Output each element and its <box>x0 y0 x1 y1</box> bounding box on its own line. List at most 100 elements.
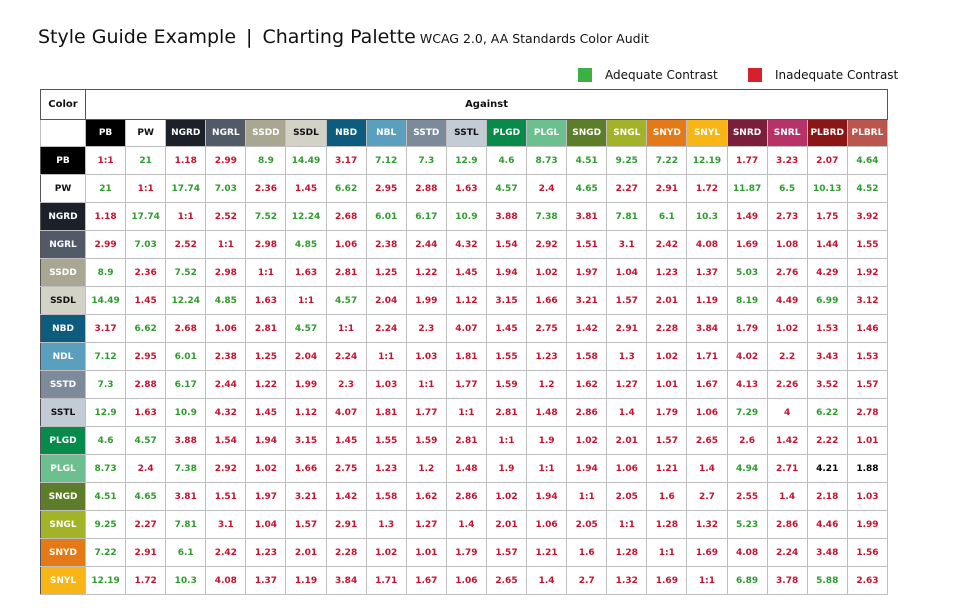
contrast-cell: 5.88 <box>806 566 848 595</box>
contrast-cell: 4.51 <box>566 146 608 175</box>
contrast-cell: 1.03 <box>405 342 447 371</box>
contrast-cell: 4.29 <box>806 258 848 287</box>
contrast-cell: 2.52 <box>165 230 207 259</box>
contrast-cell: 1.48 <box>445 454 487 483</box>
page-title: Style Guide Example | Charting Palette WCAG… <box>38 26 649 48</box>
contrast-cell: 10.3 <box>165 566 207 595</box>
contrast-cell: 2.92 <box>526 230 568 259</box>
contrast-cell: 1.81 <box>445 342 487 371</box>
contrast-cell: 1:1 <box>205 230 247 259</box>
contrast-cell: 1.55 <box>485 342 528 371</box>
contrast-cell: 1.27 <box>405 510 447 539</box>
contrast-cell: 2.91 <box>325 510 367 539</box>
contrast-cell: 1.72 <box>125 566 167 595</box>
contrast-cell: 1.62 <box>566 370 608 399</box>
contrast-cell: 1:1 <box>606 510 648 539</box>
contrast-cell: 2.04 <box>365 286 407 315</box>
contrast-cell: 1.4 <box>445 510 487 539</box>
against-column-header: Against <box>84 89 889 120</box>
contrast-cell: 4.49 <box>766 286 808 315</box>
contrast-cell: 1.69 <box>726 230 768 259</box>
table-row: NGRD 1.18 17.74 1:1 2.52 7.52 12.24 2.68 6.01 6.1… <box>40 202 889 231</box>
contrast-cell: 7.22 <box>84 538 127 567</box>
contrast-cell: 6.99 <box>806 286 848 315</box>
contrast-cell: 1.63 <box>245 286 287 315</box>
contrast-cell: 1.23 <box>245 538 287 567</box>
contrast-cell: 4.57 <box>485 174 528 203</box>
against-swatch-nbl: NBL <box>365 119 407 147</box>
contrast-cell: 1.88 <box>846 454 889 483</box>
contrast-cell: 6.62 <box>125 314 167 343</box>
contrast-cell: 2.27 <box>606 174 648 203</box>
contrast-cell: 1.18 <box>84 202 127 231</box>
contrast-cell: 1:1 <box>245 258 287 287</box>
contrast-cell: 1.45 <box>285 174 327 203</box>
contrast-cell: 1.94 <box>566 454 608 483</box>
contrast-cell: 1.37 <box>686 258 728 287</box>
contrast-cell: 1.04 <box>606 258 648 287</box>
contrast-cell: 1:1 <box>405 370 447 399</box>
legend-inadequate: Inadequate Contrast <box>748 68 898 82</box>
contrast-cell: 2.65 <box>485 566 528 595</box>
contrast-cell: 2.86 <box>766 510 808 539</box>
contrast-cell: 1.99 <box>285 370 327 399</box>
contrast-cell: 2.28 <box>325 538 367 567</box>
contrast-cell: 1.12 <box>445 286 487 315</box>
contrast-cell: 1.9 <box>485 454 528 483</box>
contrast-cell: 2.24 <box>365 314 407 343</box>
contrast-cell: 1.32 <box>686 510 728 539</box>
table-row: SNGD 4.51 4.65 3.81 1.51 1.97 3.21 1.42 1.58 1.62… <box>40 482 889 511</box>
contrast-cell: 1.97 <box>566 258 608 287</box>
contrast-cell: 1.99 <box>846 510 889 539</box>
contrast-cell: 1.55 <box>846 230 889 259</box>
contrast-cell: 1.57 <box>485 538 528 567</box>
against-swatch-sngl: SNGL <box>606 119 648 147</box>
contrast-cell: 4.02 <box>726 342 768 371</box>
contrast-cell: 3.17 <box>84 314 127 343</box>
contrast-cell: 4.32 <box>445 230 487 259</box>
against-swatch-nbd: NBD <box>325 119 367 147</box>
color-swatch-plgl: PLGL <box>40 454 86 483</box>
contrast-cell: 2.26 <box>766 370 808 399</box>
contrast-cell: 1.19 <box>285 566 327 595</box>
table-row: SNGL 9.25 2.27 7.81 3.1 1.04 1.57 2.91 1.3 1.27 1.… <box>40 510 889 539</box>
contrast-cell: 1.06 <box>526 510 568 539</box>
contrast-cell: 4.57 <box>125 426 167 455</box>
contrast-cell: 7.81 <box>606 202 648 231</box>
contrast-cell: 1.3 <box>606 342 648 371</box>
contrast-cell: 2.75 <box>325 454 367 483</box>
contrast-cell: 2.18 <box>806 482 848 511</box>
contrast-cell: 7.12 <box>365 146 407 175</box>
contrast-cell: 3.52 <box>806 370 848 399</box>
contrast-cell: 4.08 <box>726 538 768 567</box>
contrast-cell: 6.17 <box>405 202 447 231</box>
contrast-cell: 4.51 <box>84 482 127 511</box>
contrast-cell: 2.68 <box>165 314 207 343</box>
table-row: SSDL 14.49 1.45 12.24 4.85 1.63 1:1 4.57 2.04 1.9… <box>40 286 889 315</box>
contrast-cell: 4.08 <box>205 566 247 595</box>
contrast-cell: 1.71 <box>686 342 728 371</box>
contrast-cell: 1.53 <box>846 342 889 371</box>
contrast-cell: 12.24 <box>285 202 327 231</box>
contrast-cell: 1.81 <box>365 398 407 427</box>
contrast-cell: 4.46 <box>806 510 848 539</box>
contrast-cell: 1.54 <box>205 426 247 455</box>
contrast-cell: 17.74 <box>165 174 207 203</box>
color-swatch-pw: PW <box>40 174 86 203</box>
color-swatch-ssdl: SSDL <box>40 286 86 315</box>
contrast-cell: 6.62 <box>325 174 367 203</box>
contrast-cell: 1.45 <box>245 398 287 427</box>
table-row: SSTL 12.9 1.63 10.9 4.32 1.45 1.12 4.07 1.81 1.77… <box>40 398 889 427</box>
contrast-cell: 2.86 <box>566 398 608 427</box>
contrast-cell: 1.59 <box>485 370 528 399</box>
table-row: PLGL 8.73 2.4 7.38 2.92 1.02 1.66 2.75 1.23 1.2 1.… <box>40 454 889 483</box>
contrast-cell: 1.22 <box>245 370 287 399</box>
table-row: NBD 3.17 6.62 2.68 1.06 2.81 4.57 1:1 2.24 2.3 4.0… <box>40 314 889 343</box>
contrast-cell: 7.3 <box>84 370 127 399</box>
color-swatch-pb: PB <box>40 146 86 175</box>
contrast-cell: 1.28 <box>646 510 688 539</box>
contrast-cell: 6.01 <box>165 342 207 371</box>
against-swatch-sstd: SSTD <box>405 119 447 147</box>
contrast-cell: 1.02 <box>766 314 808 343</box>
contrast-cell: 7.52 <box>165 258 207 287</box>
